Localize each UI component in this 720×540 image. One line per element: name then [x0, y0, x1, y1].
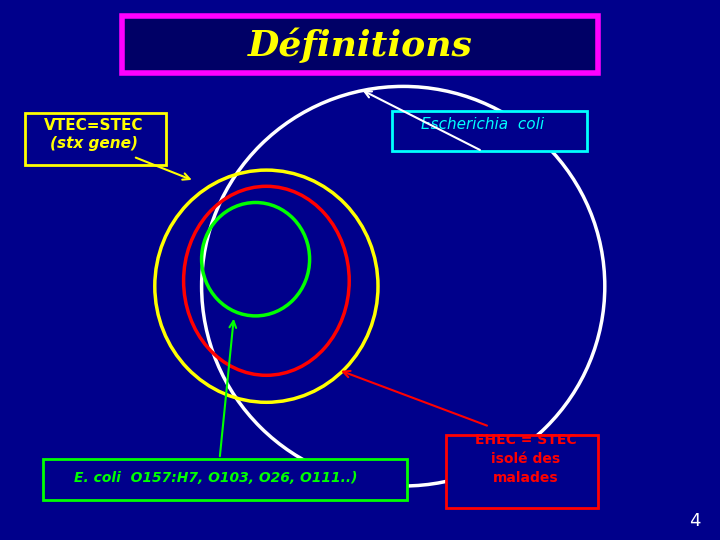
Text: Définitions: Définitions [248, 27, 472, 63]
Text: EHEC = STEC: EHEC = STEC [474, 433, 577, 447]
Text: Escherichia  coli: Escherichia coli [420, 117, 544, 132]
FancyBboxPatch shape [392, 111, 587, 151]
Text: VTEC=STEC: VTEC=STEC [44, 118, 143, 133]
FancyBboxPatch shape [122, 16, 598, 73]
FancyBboxPatch shape [446, 435, 598, 508]
Text: E. coli  O157:H7, O103, O26, O111..): E. coli O157:H7, O103, O26, O111..) [74, 471, 358, 485]
FancyBboxPatch shape [25, 113, 166, 165]
Text: isolé des: isolé des [491, 452, 560, 466]
FancyBboxPatch shape [43, 459, 407, 500]
Text: (stx gene): (stx gene) [50, 136, 138, 151]
Text: 4: 4 [689, 512, 701, 530]
Text: malades: malades [492, 471, 559, 485]
